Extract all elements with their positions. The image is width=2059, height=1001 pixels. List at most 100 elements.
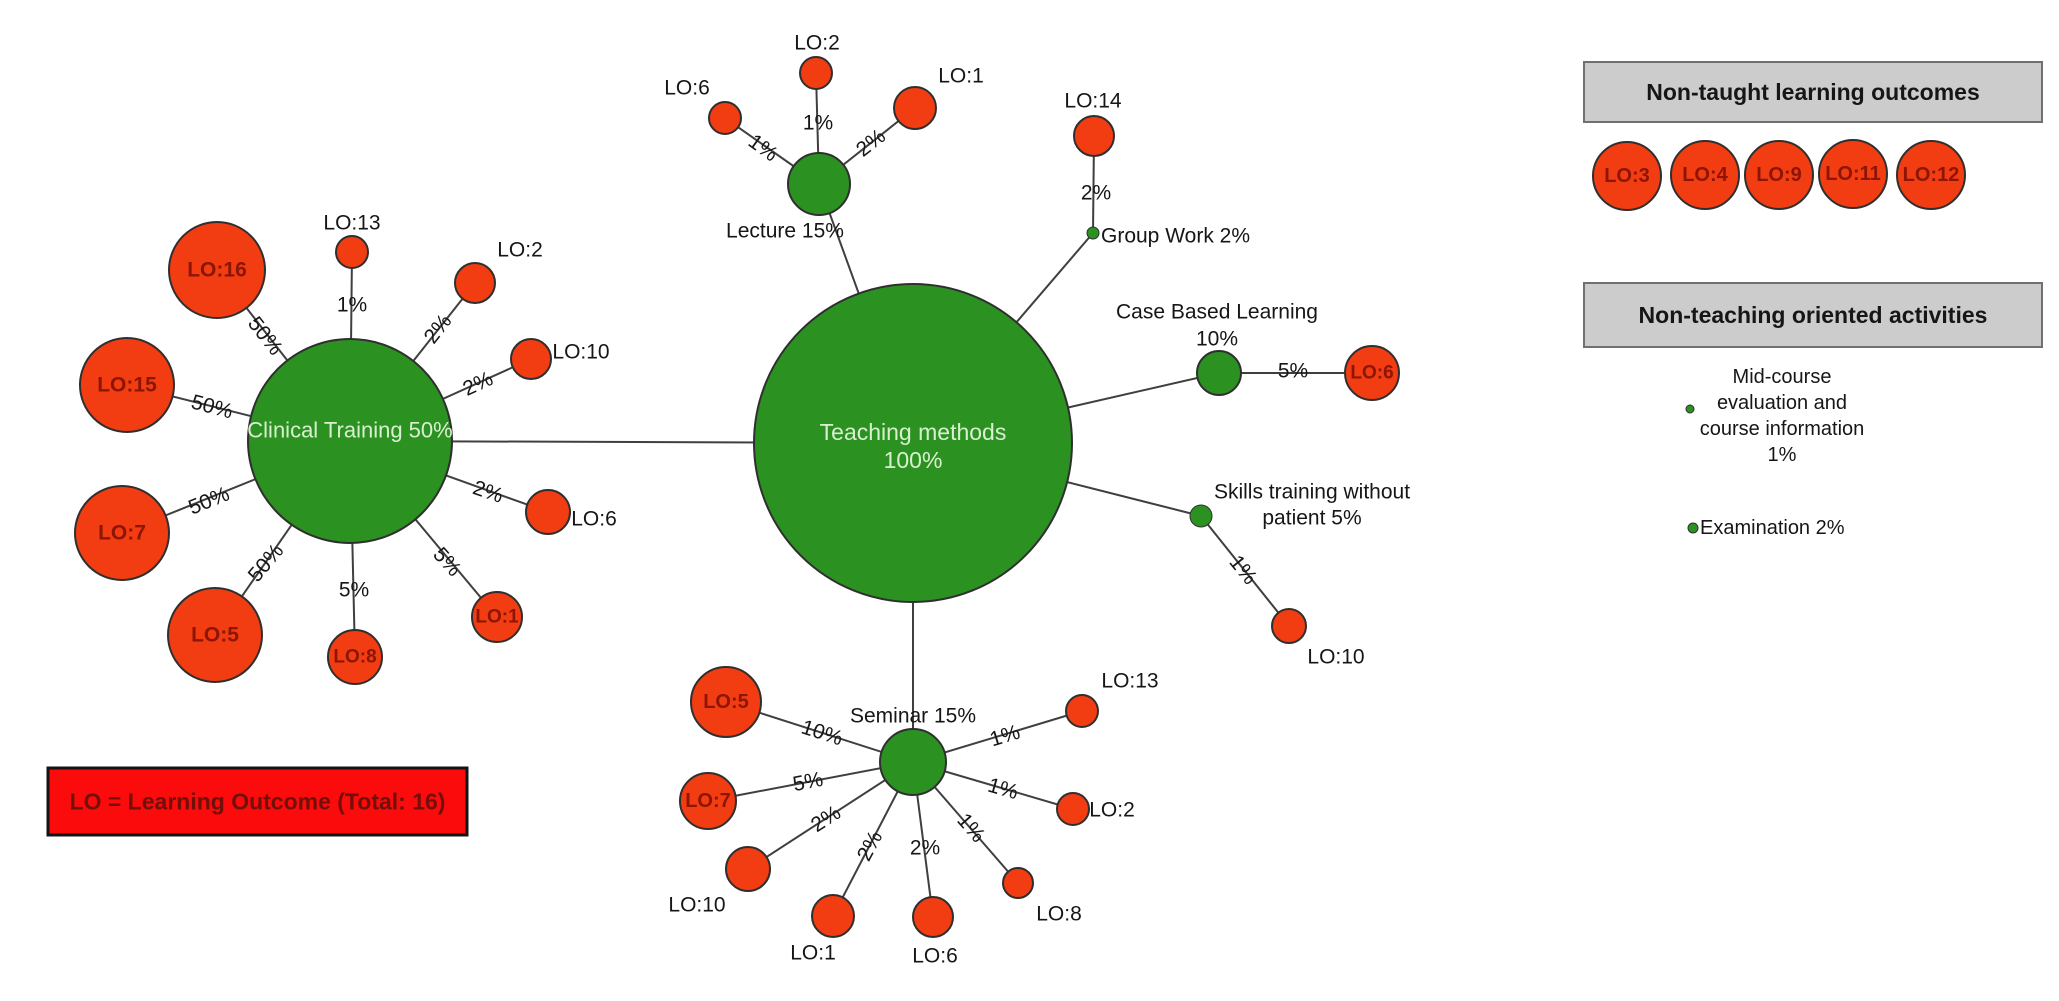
- edge-percent-label: 5%: [339, 579, 369, 602]
- clinical-label: Clinical Training 50%: [247, 418, 452, 443]
- group-lo14-label: LO:14: [1064, 90, 1122, 113]
- clinical-lo16-node: [168, 221, 266, 319]
- lecture-lo2-label: LO:2: [794, 32, 840, 55]
- seminar-lo1-label: LO:1: [790, 942, 836, 965]
- teaching-label: Teaching methods 100%: [820, 419, 1007, 473]
- seminar-lo10-label: LO:10: [668, 894, 725, 917]
- edge-percent-label: 2%: [853, 827, 888, 865]
- group-lo14-node: [1073, 115, 1115, 157]
- nt-lo4-label: LO:4: [1682, 164, 1728, 186]
- panel-layer: Non-taught learning outcomes Non-teaching…: [46, 61, 2043, 837]
- seminar-lo5-label: LO:5: [703, 691, 749, 713]
- nt-lo9-label: LO:9: [1756, 164, 1802, 186]
- activity-label-0: Mid-course evaluation and course informati…: [1700, 366, 1865, 466]
- edge-percent-label: 2%: [910, 837, 940, 860]
- clinical-lo15-label: LO:15: [97, 374, 157, 397]
- clinical-lo8-node: [327, 629, 383, 685]
- clinical-lo10-label: LO:10: [552, 341, 609, 364]
- clinical-lo7-node: [74, 485, 170, 581]
- nodes-layer: [74, 56, 1966, 938]
- seminar-lo6-node: [912, 896, 954, 938]
- skills-node: [1189, 504, 1213, 528]
- edge-percent-label: 1%: [985, 774, 1021, 804]
- clinical-lo5-node: [167, 587, 263, 683]
- teaching-node: [753, 283, 1073, 603]
- nt-lo9-node: [1744, 140, 1814, 210]
- clinical-lo2-node: [454, 262, 496, 304]
- seminar-lo13-node: [1065, 694, 1099, 728]
- nt-lo12-node: [1896, 140, 1966, 210]
- seminar-node: [879, 728, 947, 796]
- edge-percent-label: 10%: [798, 716, 845, 751]
- edge-seminar--seminar-lo7: [707, 761, 914, 802]
- legend-text: LO = Learning Outcome (Total: 16): [70, 789, 446, 815]
- case-based-node: [1196, 350, 1242, 396]
- lecture-lo6-node: [708, 101, 742, 135]
- lecture-lo1-label: LO:1: [938, 65, 984, 88]
- edge-percent-label: 2%: [420, 310, 457, 348]
- non-teaching-header: Non-teaching oriented activities: [1639, 302, 1988, 328]
- non-taught-header-box: [1583, 61, 2043, 123]
- lecture-node: [787, 152, 851, 216]
- clinical-lo1-label: LO:1: [475, 607, 519, 628]
- edge-skills--skills-lo10: [1200, 515, 1290, 627]
- edge-percent-label: 1%: [803, 112, 833, 135]
- nt-lo11-label: LO:11: [1825, 163, 1881, 185]
- activity-label-1: Examination 2%: [1700, 517, 1845, 539]
- edge-percent-label: 5%: [428, 543, 465, 581]
- skills-lo10-node: [1271, 608, 1307, 644]
- clinical-lo1-node: [471, 591, 523, 643]
- clinical-lo13-label: LO:13: [323, 212, 380, 235]
- seminar-lo7-node: [679, 772, 737, 830]
- edge-percent-label: 1%: [987, 721, 1023, 752]
- seminar-lo8-node: [1002, 867, 1034, 899]
- lecture-lo1-node: [893, 86, 937, 130]
- lecture-lo2-node: [799, 56, 833, 90]
- clinical-lo10-node: [510, 338, 552, 380]
- activity-dot-1: [1687, 522, 1699, 534]
- nt-lo3-node: [1592, 141, 1662, 211]
- clinical-lo8-label: LO:8: [333, 647, 376, 668]
- seminar-lo8-label: LO:8: [1036, 903, 1082, 926]
- case-lo6-node: [1344, 345, 1400, 401]
- edge-percent-label: 1%: [337, 294, 367, 317]
- clinical-lo2-label: LO:2: [497, 239, 543, 262]
- seminar-lo7-label: LO:7: [685, 790, 731, 812]
- edge-percent-label: 50%: [189, 390, 236, 423]
- labels-layer: 1%1%2%2%5%1%10%5%2%2% 2%1%1%1%50%1%2%50%2…: [97, 32, 1959, 968]
- clinical-lo15-node: [79, 337, 175, 433]
- edge-percent-label: 5%: [1278, 360, 1308, 383]
- edge-percent-label: 2%: [459, 367, 496, 401]
- group-work-label: Group Work 2%: [1101, 225, 1250, 248]
- nt-lo12-label: LO:12: [1903, 164, 1960, 186]
- non-teaching-header-box: [1583, 282, 2043, 348]
- seminar-lo2-node: [1056, 792, 1090, 826]
- lecture-lo6-label: LO:6: [664, 77, 710, 100]
- seminar-label: Seminar 15%: [850, 705, 976, 728]
- edge-percent-label: 2%: [852, 125, 890, 162]
- lecture-label: Lecture 15%: [726, 220, 844, 243]
- case-based-label: Case Based Learning 10%: [1116, 301, 1318, 351]
- case-lo6-label: LO:6: [1350, 363, 1393, 384]
- clinical-lo7-label: LO:7: [98, 522, 146, 545]
- activity-dot-0: [1685, 404, 1695, 414]
- clinical-lo13-node: [335, 235, 369, 269]
- seminar-lo10-node: [725, 846, 771, 892]
- edge-percent-label: 2%: [807, 801, 845, 837]
- edge-percent-label: 50%: [185, 482, 233, 519]
- non-taught-header: Non-taught learning outcomes: [1646, 79, 1980, 105]
- seminar-lo6-label: LO:6: [912, 945, 958, 968]
- nt-lo4-node: [1670, 140, 1740, 210]
- clinical-lo6-node: [525, 489, 571, 535]
- clinical-lo5-label: LO:5: [191, 624, 239, 647]
- group-work-node: [1086, 226, 1100, 240]
- legend-box: [46, 766, 469, 837]
- edge-percent-label: 50%: [244, 540, 289, 587]
- clinical-lo16-label: LO:16: [187, 259, 247, 282]
- skills-label: Skills training without patient 5%: [1214, 481, 1410, 530]
- clinical-node: [247, 338, 453, 544]
- seminar-lo2-label: LO:2: [1089, 799, 1135, 822]
- seminar-lo1-node: [811, 894, 855, 938]
